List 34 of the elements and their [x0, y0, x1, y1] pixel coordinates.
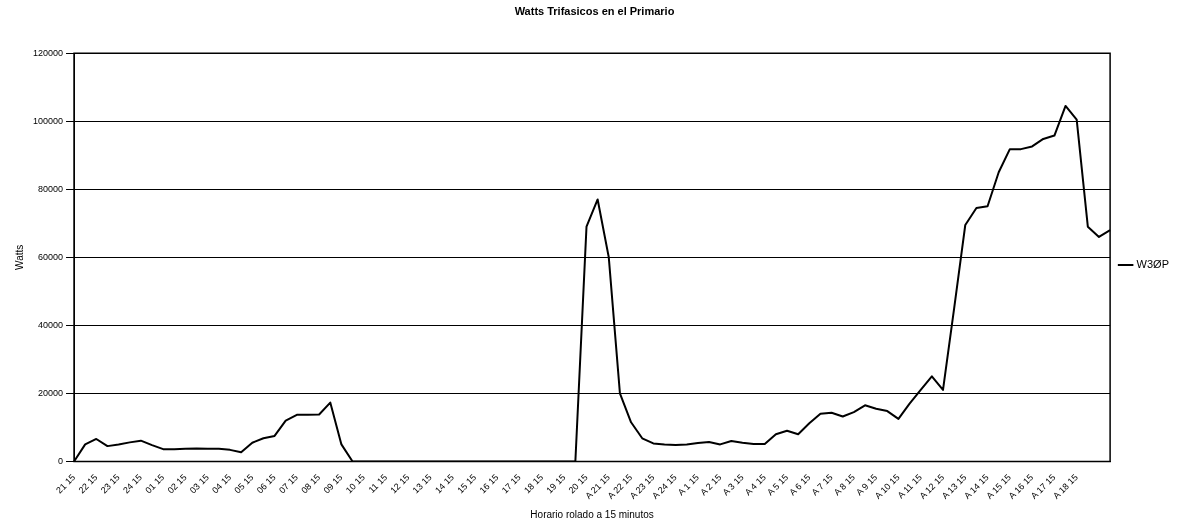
x-tick-label: 11 15 [366, 472, 390, 495]
x-tick-label: 10 15 [343, 472, 367, 496]
x-tick-label: 01 15 [143, 472, 167, 496]
chart-title: Watts Trifasicos en el Primario [514, 4, 675, 17]
y-tick-label: 20000 [38, 387, 64, 398]
x-tick-label: 03 15 [187, 472, 211, 496]
y-tick-label: 0 [58, 455, 64, 466]
x-tick-label: 19 15 [544, 472, 568, 496]
x-tick-label: 13 15 [410, 472, 434, 496]
y-tick-label: 40000 [38, 319, 64, 330]
x-tick-label: 08 15 [299, 472, 323, 496]
x-tick-label: 21 15 [54, 472, 78, 496]
y-axis-title: Watts [13, 244, 25, 270]
x-axis-title: Horario rolado a 15 minutos [530, 508, 654, 520]
y-tick-label: 60000 [38, 251, 64, 262]
x-tick-label: 06 15 [254, 472, 278, 496]
x-tick-label: 12 15 [388, 472, 412, 496]
x-tick-label: 07 15 [277, 472, 301, 496]
x-tick-label: 17 15 [499, 472, 523, 496]
x-tick-label: 02 15 [165, 472, 189, 496]
x-tick-label: 15 15 [455, 472, 479, 496]
x-tick-label: 09 15 [321, 472, 345, 496]
x-tick-label: 05 15 [232, 472, 256, 496]
y-tick-label: 120000 [32, 47, 64, 58]
y-tick-label: 100000 [32, 115, 64, 126]
x-tick-label: 22 15 [76, 472, 100, 496]
legend-label: W3ØP [1136, 258, 1170, 271]
x-tick-label: 18 15 [522, 472, 546, 496]
y-tick-label: 80000 [38, 183, 64, 194]
x-tick-label: 04 15 [210, 472, 234, 496]
x-tick-label: 14 15 [432, 472, 456, 496]
x-tick-label: 23 15 [98, 472, 122, 496]
x-tick-label: 16 15 [477, 472, 501, 496]
x-tick-label: 24 15 [121, 472, 145, 496]
